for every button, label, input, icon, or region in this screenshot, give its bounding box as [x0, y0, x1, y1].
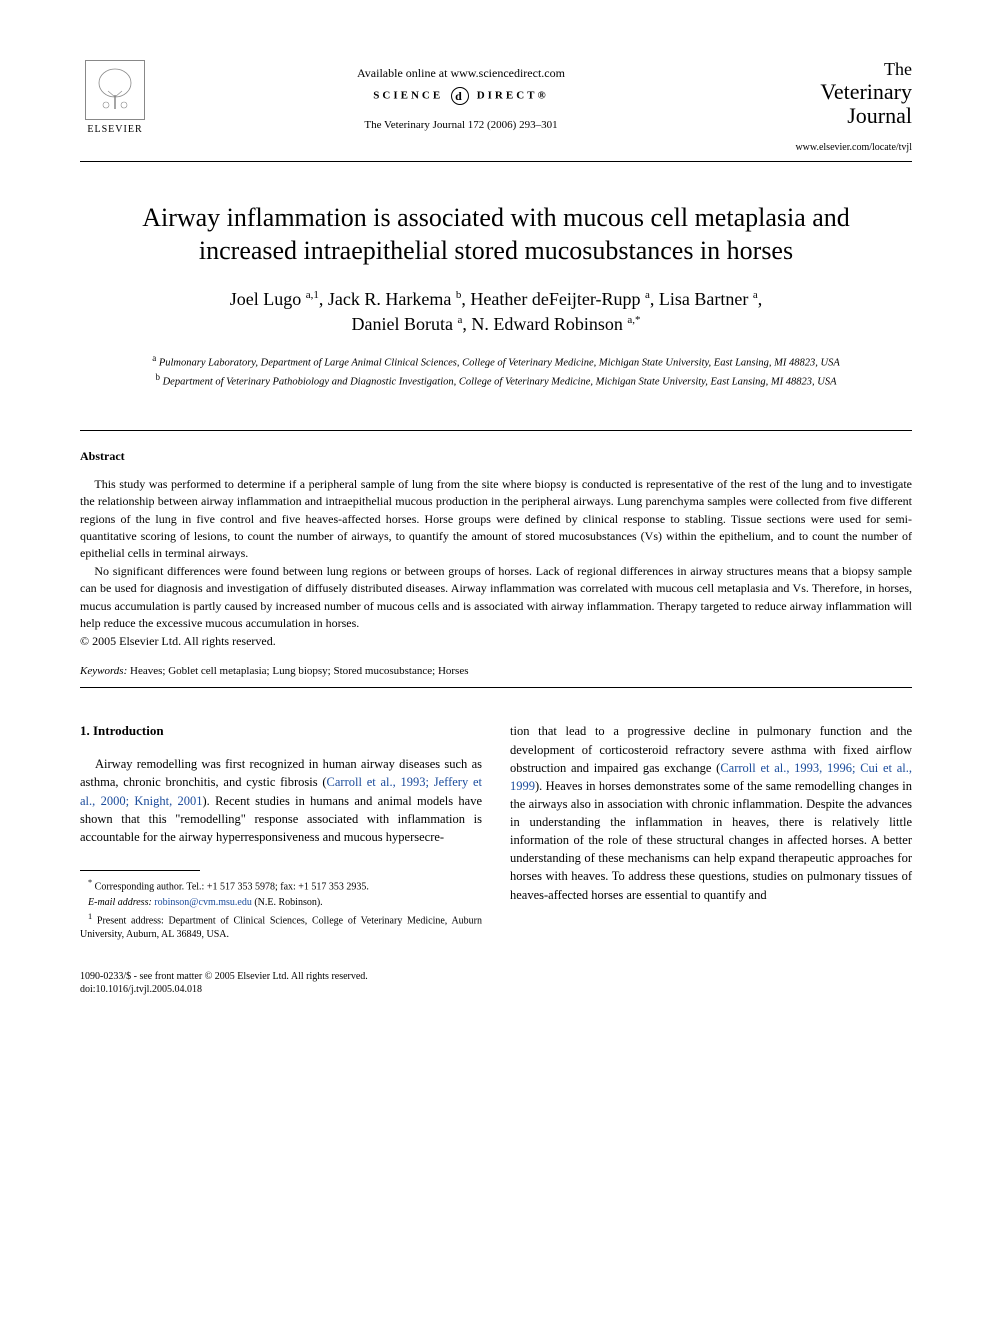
sd-word2: DIRECT®	[477, 90, 549, 102]
column-left: 1. Introduction Airway remodelling was f…	[80, 722, 482, 943]
keywords-rule	[80, 687, 912, 688]
affiliations-block: a Pulmonary Laboratory, Department of La…	[80, 352, 912, 390]
column-right: tion that lead to a progressive decline …	[510, 722, 912, 943]
fn-email-label: E-mail address:	[88, 897, 152, 908]
footnote-rule	[80, 870, 200, 871]
footnote-present-address: 1 Present address: Department of Clinica…	[80, 911, 482, 941]
journal-url: www.elsevier.com/locate/tvjl	[772, 142, 912, 153]
journal-citation: The Veterinary Journal 172 (2006) 293–30…	[150, 119, 772, 131]
fn-corr-text: Corresponding author. Tel.: +1 517 353 5…	[92, 881, 369, 892]
authors-block: Joel Lugo a,1, Jack R. Harkema b, Heathe…	[80, 287, 912, 337]
abstract-p1: This study was performed to determine if…	[80, 476, 912, 563]
author-4: , Lisa Bartner	[650, 289, 753, 309]
abstract-top-rule	[80, 430, 912, 431]
footer-doi: doi:10.1016/j.tvjl.2005.04.018	[80, 983, 912, 996]
journal-logo: The Veterinary Journal www.elsevier.com/…	[772, 60, 912, 153]
author-1-affil: a,1	[306, 289, 319, 301]
journal-the: The	[772, 60, 912, 80]
author-6: , N. Edward Robinson	[462, 314, 627, 334]
fn-email-link[interactable]: robinson@cvm.msu.edu	[152, 897, 252, 908]
intro-text-4: ). Heaves in horses demonstrates some of…	[510, 779, 912, 902]
intro-p1: Airway remodelling was first recognized …	[80, 755, 482, 846]
author-6-affil: a,*	[627, 314, 640, 326]
abstract-heading: Abstract	[80, 449, 912, 464]
page-footer: 1090-0233/$ - see front matter © 2005 El…	[80, 970, 912, 996]
sd-circle-icon: d	[451, 87, 469, 105]
fn-email-name: (N.E. Robinson).	[252, 897, 323, 908]
footer-copyright: 1090-0233/$ - see front matter © 2005 El…	[80, 970, 912, 983]
journal-word2: Journal	[772, 104, 912, 128]
author-1: Joel Lugo	[230, 289, 306, 309]
keywords-text: Heaves; Goblet cell metaplasia; Lung bio…	[127, 665, 468, 677]
author-3: , Heather deFeijter-Rupp	[461, 289, 645, 309]
footnotes-block: * Corresponding author. Tel.: +1 517 353…	[80, 877, 482, 942]
header-rule	[80, 161, 912, 162]
affil-a: Pulmonary Laboratory, Department of Larg…	[156, 357, 840, 368]
abstract-copyright: © 2005 Elsevier Ltd. All rights reserved…	[80, 634, 912, 649]
author-2: , Jack R. Harkema	[319, 289, 456, 309]
abstract-p2: No significant differences were found be…	[80, 563, 912, 633]
publisher-name: ELSEVIER	[87, 124, 142, 135]
author-sep: ,	[758, 289, 763, 309]
intro-heading: 1. Introduction	[80, 722, 482, 741]
journal-word1: Veterinary	[772, 80, 912, 104]
keywords-label: Keywords:	[80, 665, 127, 677]
journal-title-graphic: The Veterinary Journal	[772, 60, 912, 128]
author-5: Daniel Boruta	[351, 314, 457, 334]
header-center: Available online at www.sciencedirect.co…	[150, 60, 772, 131]
elsevier-tree-icon	[85, 60, 145, 120]
intro-p1-cont: tion that lead to a progressive decline …	[510, 722, 912, 903]
publisher-logo: ELSEVIER	[80, 60, 150, 140]
affil-b: Department of Veterinary Pathobiology an…	[160, 376, 837, 387]
body-columns: 1. Introduction Airway remodelling was f…	[80, 722, 912, 943]
footnote-corresponding: * Corresponding author. Tel.: +1 517 353…	[80, 877, 482, 894]
page-header: ELSEVIER Available online at www.science…	[80, 60, 912, 153]
fn1-text: Present address: Department of Clinical …	[80, 916, 482, 941]
sd-word1: SCIENCE	[373, 90, 443, 102]
keywords-line: Keywords: Heaves; Goblet cell metaplasia…	[80, 665, 912, 677]
available-online-text: Available online at www.sciencedirect.co…	[150, 66, 772, 81]
footnote-email: E-mail address: robinson@cvm.msu.edu (N.…	[80, 896, 482, 910]
article-title: Airway inflammation is associated with m…	[80, 202, 912, 267]
abstract-body: This study was performed to determine if…	[80, 476, 912, 633]
science-direct-logo: SCIENCE d DIRECT®	[150, 87, 772, 105]
